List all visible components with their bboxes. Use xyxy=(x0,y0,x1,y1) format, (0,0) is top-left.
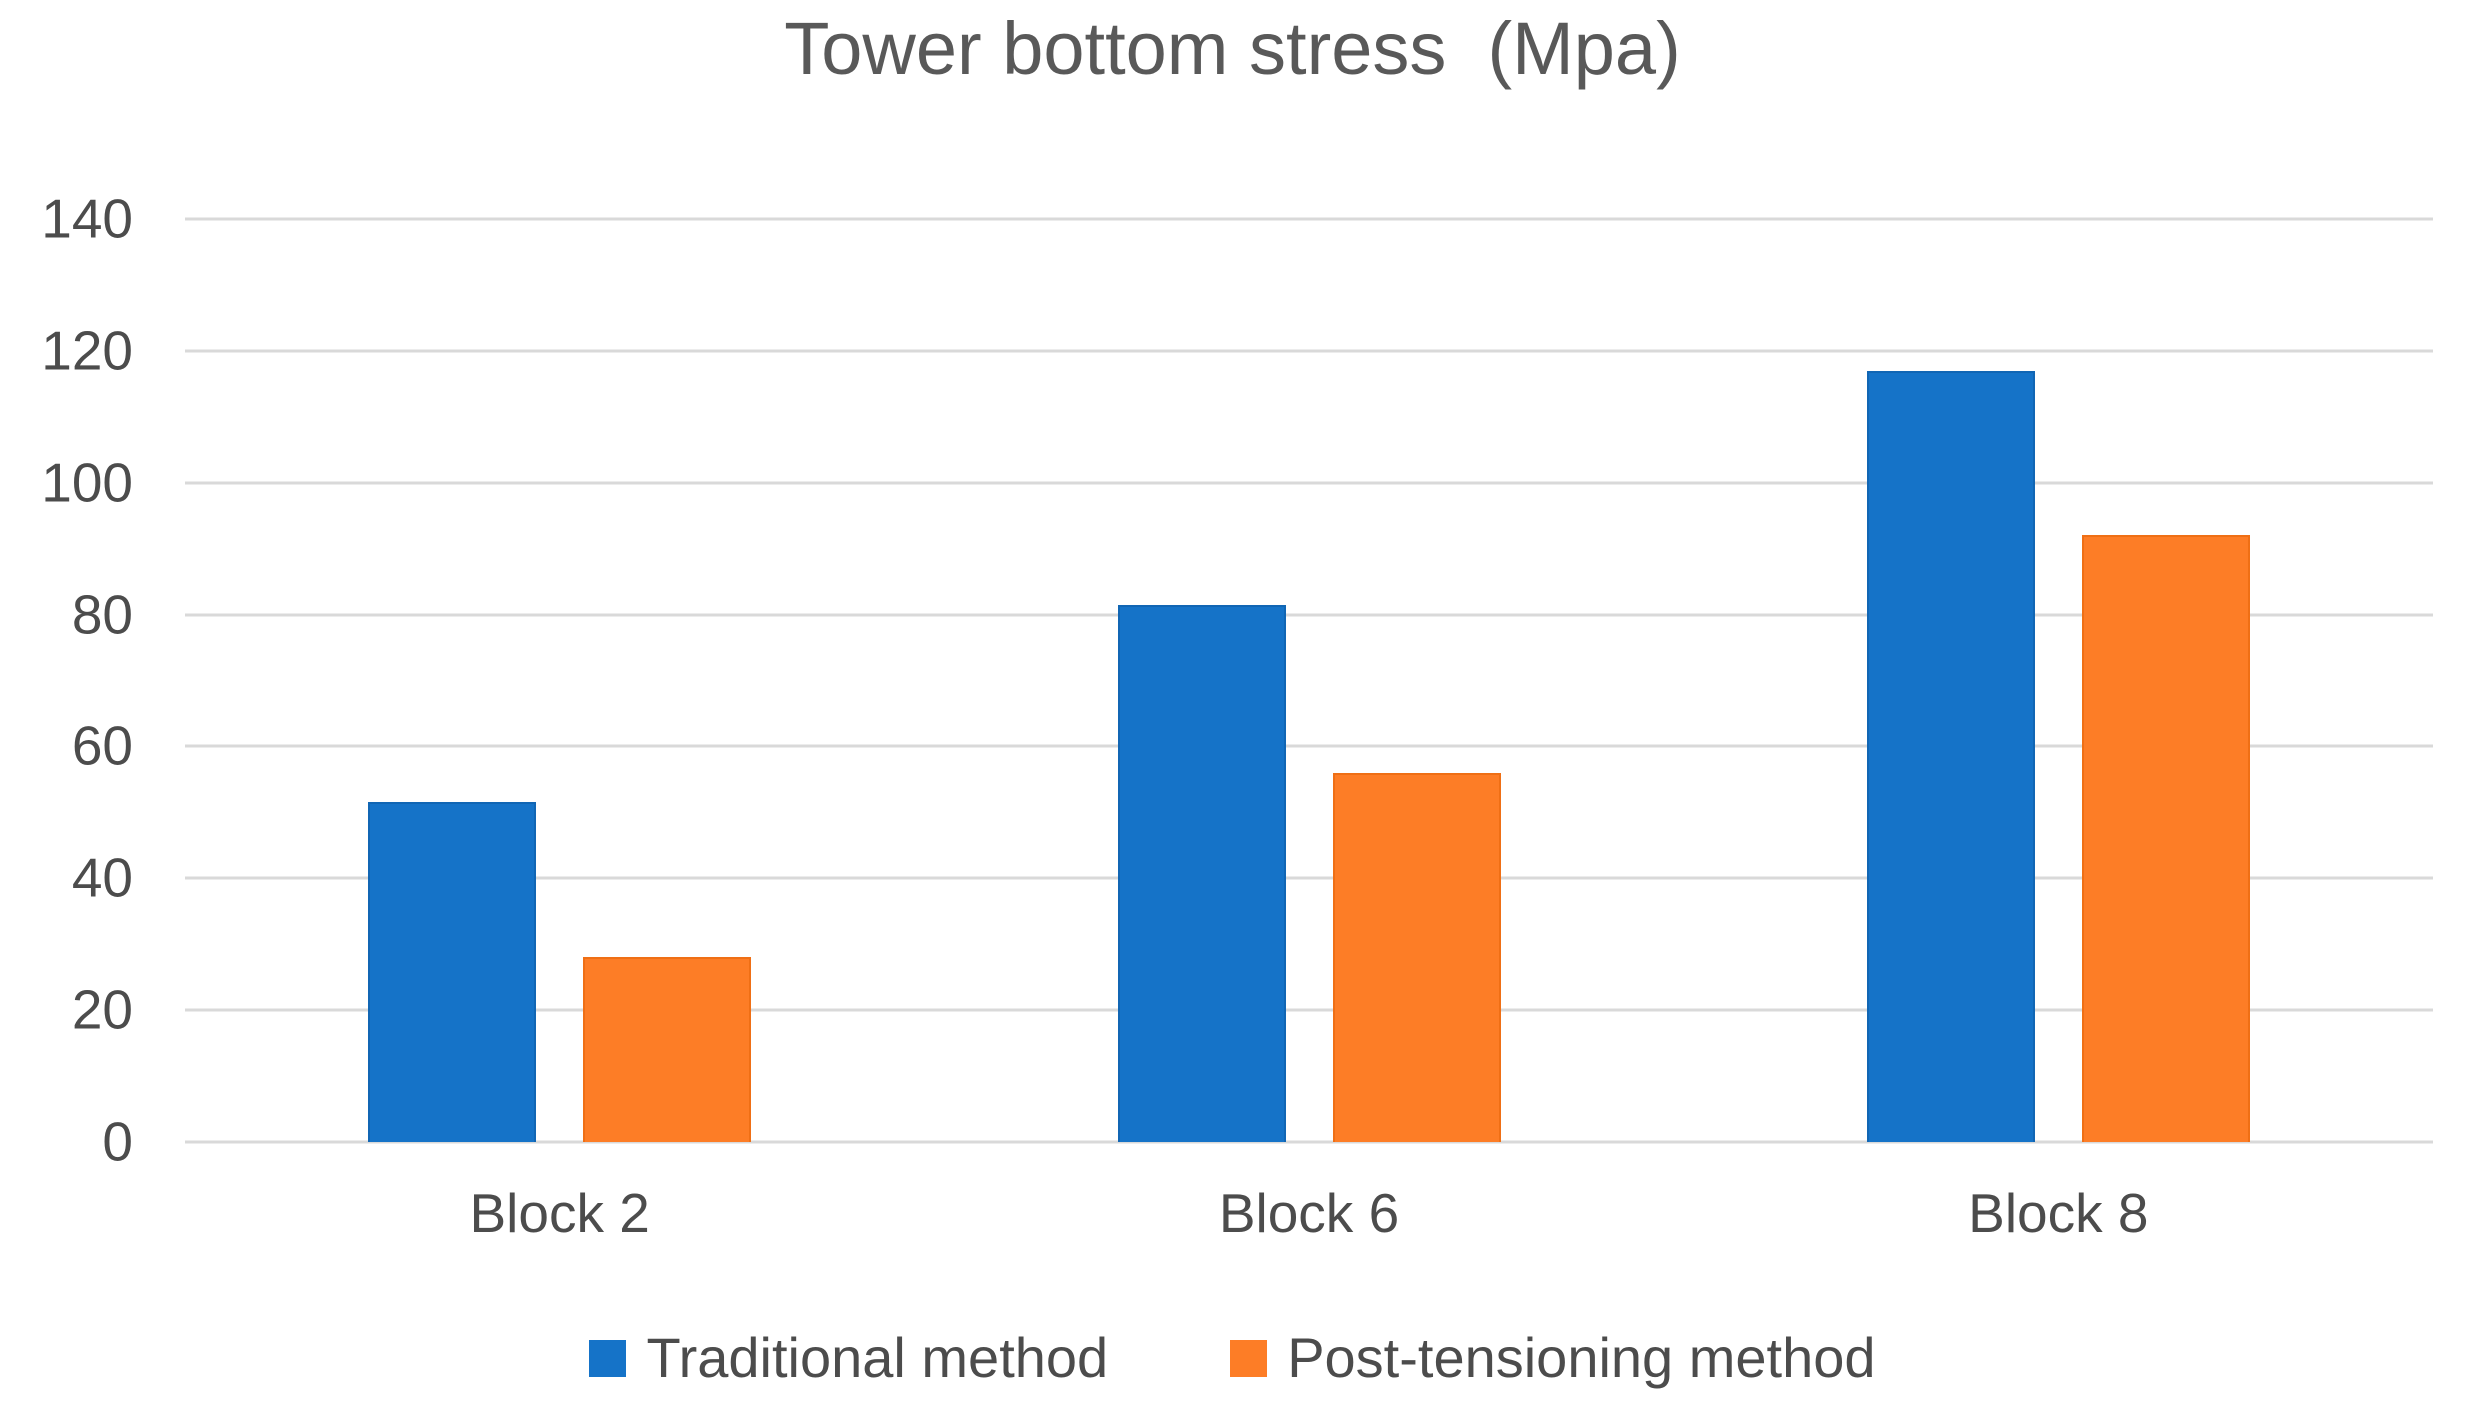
legend-swatch-icon xyxy=(589,1339,627,1377)
bar-post-tensioning-method-block-2 xyxy=(583,957,752,1142)
gridline xyxy=(185,876,2433,880)
bar-traditional-method-block-2 xyxy=(368,802,537,1142)
legend-label: Traditional method xyxy=(646,1326,1109,1389)
legend-item: Post-tensioning method xyxy=(1230,1326,1876,1389)
gridline xyxy=(185,481,2433,485)
y-axis-tick-label: 0 xyxy=(102,1110,133,1173)
y-axis-tick-label: 140 xyxy=(41,187,133,250)
y-axis-tick-label: 20 xyxy=(71,978,133,1041)
y-axis-tick-label: 80 xyxy=(71,583,133,646)
chart-legend: Traditional method Post-tensioning method xyxy=(0,1330,2465,1386)
legend-label: Post-tensioning method xyxy=(1287,1326,1876,1389)
x-axis-category-label: Block 6 xyxy=(1218,1182,1400,1244)
y-axis-tick-label: 60 xyxy=(71,714,133,777)
gridline xyxy=(185,217,2433,221)
gridline xyxy=(185,744,2433,748)
bar-post-tensioning-method-block-6 xyxy=(1332,772,1501,1142)
gridline xyxy=(185,349,2433,353)
bar-traditional-method-block-6 xyxy=(1117,604,1286,1142)
legend-item: Traditional method xyxy=(589,1330,1108,1386)
x-axis-category-label: Block 8 xyxy=(1968,1182,2149,1244)
x-axis-category-label: Block 2 xyxy=(469,1182,650,1244)
bar-traditional-method-block-8 xyxy=(1866,370,2035,1142)
bar-post-tensioning-method-block-8 xyxy=(2081,535,2250,1142)
legend-swatch-icon xyxy=(1230,1339,1268,1377)
y-axis-tick-label: 120 xyxy=(41,319,133,382)
chart-title: Tower bottom stress (Mpa) xyxy=(784,7,1681,90)
y-axis-tick-label: 100 xyxy=(41,451,133,514)
gridline xyxy=(185,1140,2433,1144)
gridline xyxy=(185,613,2433,617)
gridline xyxy=(185,1008,2433,1012)
y-axis-tick-label: 40 xyxy=(71,846,133,909)
